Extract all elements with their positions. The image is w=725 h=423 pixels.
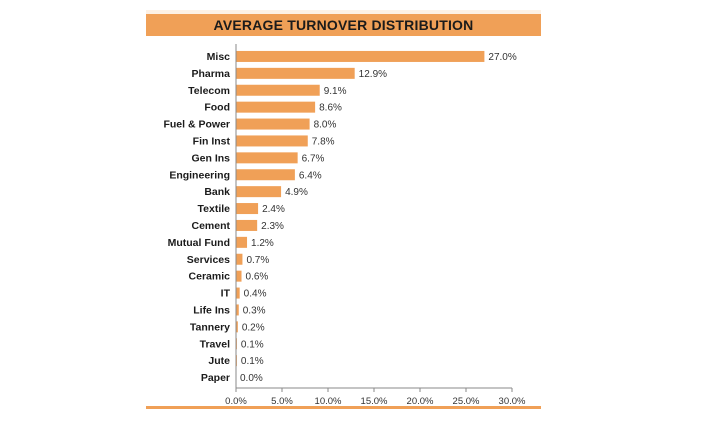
value-label: 0.2% <box>242 322 265 333</box>
bar <box>236 135 308 147</box>
category-label: Engineering <box>169 169 230 181</box>
value-label: 6.7% <box>302 153 325 164</box>
value-label: 4.9% <box>285 187 308 198</box>
value-label: 6.4% <box>299 170 322 181</box>
category-label: Mutual Fund <box>168 237 230 249</box>
x-tick-label: 0.0% <box>225 396 247 406</box>
category-label: Textile <box>198 203 231 215</box>
value-label: 27.0% <box>488 52 516 63</box>
bottom-rule <box>146 406 541 409</box>
bar <box>236 118 310 130</box>
category-label: Food <box>204 102 230 114</box>
chart-title: AVERAGE TURNOVER DISTRIBUTION <box>146 14 541 36</box>
bar <box>236 287 240 299</box>
value-label: 2.4% <box>262 204 285 215</box>
bar <box>236 169 295 181</box>
category-label: Cement <box>191 220 230 232</box>
value-label: 0.4% <box>244 289 267 300</box>
bar <box>236 304 239 316</box>
bar <box>236 152 298 164</box>
x-tick-label: 5.0% <box>271 396 293 406</box>
category-label: Paper <box>201 372 230 384</box>
value-label: 1.2% <box>251 238 274 249</box>
category-label: Fin Inst <box>193 135 231 147</box>
bar <box>236 270 242 282</box>
category-label: Telecom <box>188 85 230 97</box>
category-label: IT <box>221 288 231 300</box>
category-label: Pharma <box>191 68 230 80</box>
value-label: 12.9% <box>359 69 387 80</box>
category-label: Travel <box>200 338 230 350</box>
value-label: 2.3% <box>261 221 284 232</box>
bar <box>236 219 258 231</box>
x-tick-label: 30.0% <box>499 396 526 406</box>
category-label: Life Ins <box>193 304 230 316</box>
category-label: Misc <box>207 51 231 63</box>
category-label: Jute <box>208 355 230 367</box>
bar <box>236 203 259 215</box>
x-tick-label: 20.0% <box>407 396 434 406</box>
x-tick-label: 10.0% <box>315 396 342 406</box>
x-tick-label: 15.0% <box>361 396 388 406</box>
bar <box>236 67 355 79</box>
value-label: 0.3% <box>243 305 266 316</box>
bar <box>236 236 248 248</box>
category-label: Fuel & Power <box>163 119 230 131</box>
category-label: Services <box>187 254 230 266</box>
bar <box>236 186 282 198</box>
bar <box>236 321 238 333</box>
value-label: 7.8% <box>312 136 335 147</box>
value-label: 8.6% <box>319 103 342 114</box>
category-label: Bank <box>204 186 230 198</box>
value-label: 0.1% <box>241 339 264 350</box>
value-label: 0.0% <box>240 373 263 384</box>
category-label: Tannery <box>190 321 230 333</box>
bar <box>236 253 243 265</box>
value-label: 8.0% <box>314 120 337 131</box>
category-label: Ceramic <box>189 271 231 283</box>
value-label: 0.7% <box>246 255 269 266</box>
value-label: 0.1% <box>241 356 264 367</box>
bar <box>236 84 320 96</box>
x-tick-label: 25.0% <box>453 396 480 406</box>
value-label: 9.1% <box>324 86 347 97</box>
value-label: 0.6% <box>246 272 269 283</box>
plot-area: Misc 27.0% Pharma 12.9% Telecom 9.1% Food 8.6% F… <box>146 36 541 406</box>
bar-chart: Misc 27.0% Pharma 12.9% Telecom 9.1% Food 8.6% F… <box>163 44 526 406</box>
category-label: Gen Ins <box>191 152 230 164</box>
bar <box>236 101 316 113</box>
bar <box>236 50 485 62</box>
